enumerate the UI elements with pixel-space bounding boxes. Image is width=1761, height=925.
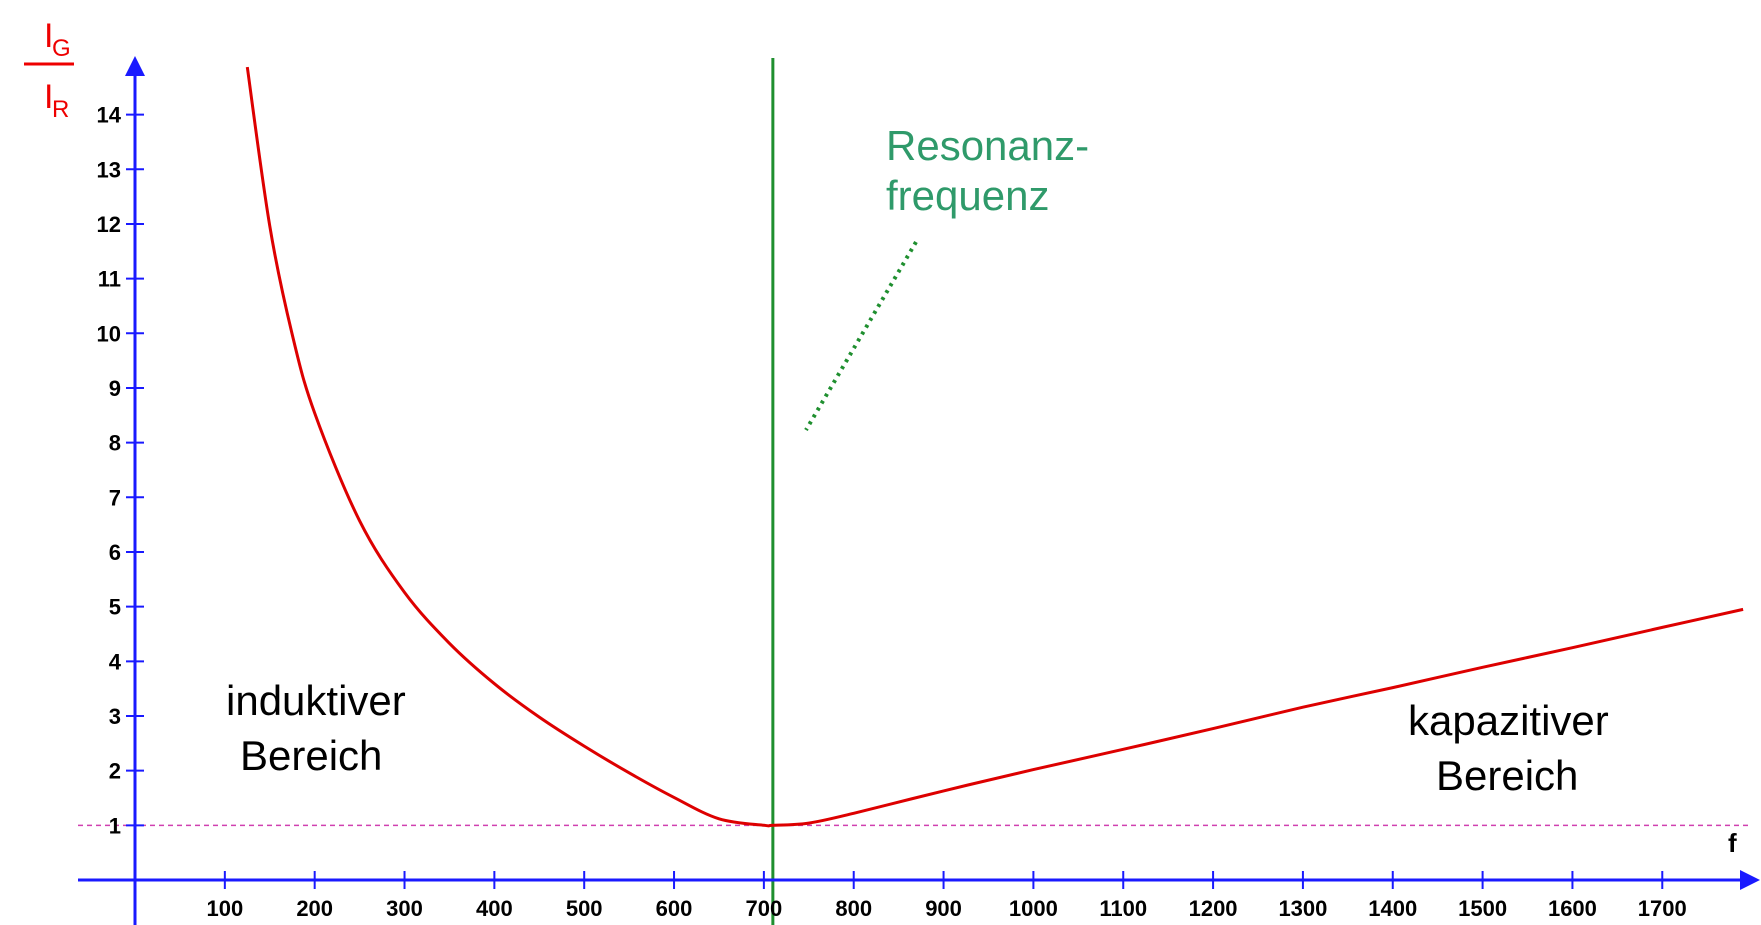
x-tick-label-100: 100	[206, 896, 243, 921]
y-label-denominator-sub: R	[52, 96, 69, 123]
y-label-numerator-sub: G	[52, 35, 71, 62]
y-tick-label-1: 1	[109, 813, 121, 838]
resonance-label-line1: Resonanz-	[886, 122, 1089, 169]
resonance-pointer	[804, 240, 918, 432]
x-tick-label-500: 500	[566, 896, 603, 921]
resonance-annotation: Resonanz- frequenz	[804, 122, 1089, 432]
y-axis-label: I G I R	[24, 17, 74, 123]
resonance-label-line2: frequenz	[886, 172, 1049, 219]
capacitive-annotation: kapazitiver Bereich	[1408, 697, 1609, 799]
y-tick-label-11: 11	[98, 267, 121, 292]
y-tick-label-4: 4	[109, 649, 122, 674]
y-tick-label-7: 7	[109, 485, 121, 510]
y-label-numerator: I	[44, 17, 53, 55]
capacitive-label-line1: kapazitiver	[1408, 697, 1609, 744]
y-axis-arrowhead	[125, 56, 145, 76]
x-tick-label-900: 900	[925, 896, 962, 921]
inductive-label-line2: Bereich	[240, 732, 382, 779]
y-tick-label-13: 13	[97, 157, 121, 182]
x-axis-arrowhead	[1740, 870, 1760, 890]
y-tick-label-9: 9	[109, 376, 121, 401]
x-tick-label-1300: 1300	[1278, 896, 1327, 921]
x-tick-label-1400: 1400	[1368, 896, 1417, 921]
x-tick-label-1200: 1200	[1189, 896, 1238, 921]
x-tick-label-1000: 1000	[1009, 896, 1058, 921]
capacitive-label-line2: Bereich	[1436, 752, 1578, 799]
axes-layer	[78, 56, 1760, 925]
x-tick-label-1600: 1600	[1548, 896, 1597, 921]
series-line	[245, 66, 1744, 828]
x-tick-label-1100: 1100	[1099, 896, 1147, 921]
y-tick-label-5: 5	[109, 595, 121, 620]
y-tick-label-8: 8	[109, 431, 121, 456]
ticks-layer: 100 200 300 400 500 600 700 800 900 1000 1100 1200 1…	[97, 103, 1687, 921]
x-tick-label-200: 200	[296, 896, 333, 921]
y-tick-label-14: 14	[97, 103, 122, 128]
x-tick-label-1700: 1700	[1638, 896, 1687, 921]
x-tick-label-800: 800	[835, 896, 872, 921]
y-tick-label-10: 10	[97, 321, 121, 346]
x-tick-label-300: 300	[386, 896, 423, 921]
y-label-denominator: I	[44, 78, 53, 116]
y-tick-label-3: 3	[109, 704, 121, 729]
y-tick-label-2: 2	[109, 759, 121, 784]
x-axis-label: f	[1728, 828, 1737, 858]
inductive-annotation: induktiver Bereich	[226, 677, 406, 779]
y-tick-label-12: 12	[97, 212, 121, 237]
y-tick-label-6: 6	[109, 540, 121, 565]
x-tick-label-600: 600	[656, 896, 693, 921]
curve-layer	[245, 66, 1744, 828]
x-tick-label-400: 400	[476, 896, 513, 921]
x-tick-label-700: 700	[746, 896, 783, 921]
inductive-label-line1: induktiver	[226, 677, 406, 724]
x-tick-label-1500: 1500	[1458, 896, 1507, 921]
